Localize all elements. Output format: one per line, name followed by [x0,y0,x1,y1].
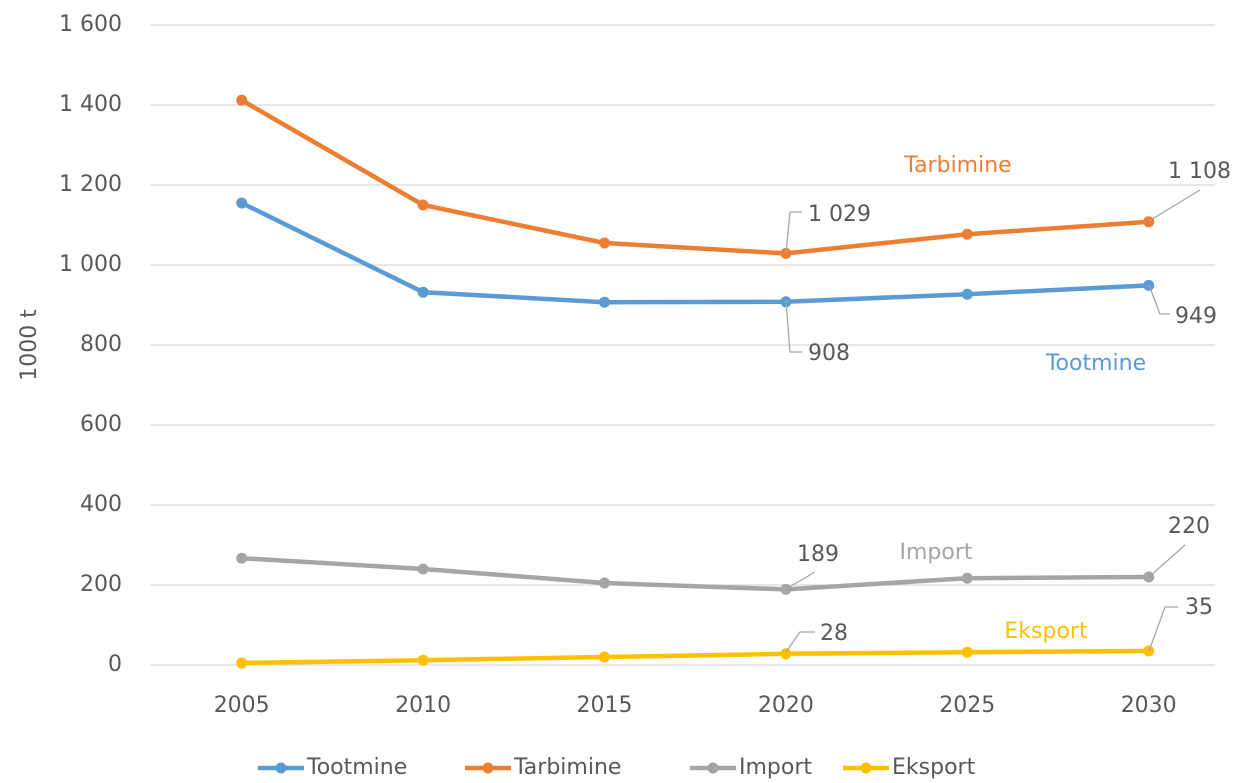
series-line [240,200,1149,305]
data-point [599,577,610,589]
y-tick-label: 1 600 [59,12,122,37]
data-point [1143,645,1155,657]
data-point [780,648,792,660]
y-tick-label: 200 [80,572,122,597]
legend-marker [860,762,872,774]
leader-line [785,571,816,590]
leader-line [1148,189,1201,222]
data-label: 189 [797,542,839,567]
series-label: Tootmine [1045,351,1146,376]
data-label: 220 [1168,514,1210,539]
leader-line [785,631,815,653]
y-tick-label: 800 [80,332,122,357]
data-point [599,296,610,308]
data-point [417,199,429,211]
data-point [1143,216,1155,228]
y-axis-title: 1000 t [17,309,42,381]
series-label: Tarbimine [903,153,1011,178]
data-point [417,286,429,298]
data-point [236,552,248,564]
leader-line [1148,606,1178,652]
data-point [961,288,973,300]
data-point [417,563,429,575]
legend-label: Eksport [892,755,976,780]
data-label: 949 [1175,304,1217,329]
x-tick-label: 2015 [577,693,633,718]
legend-marker [482,762,494,774]
x-tick-label: 2005 [214,693,270,718]
data-point [961,228,973,240]
data-label: 1 029 [808,202,871,227]
leader-line [785,300,802,353]
data-label: 908 [808,341,850,366]
series-line [241,648,1149,666]
data-point [961,646,973,658]
data-point [599,237,610,249]
legend-marker [275,762,287,774]
data-point [780,247,792,259]
x-tick-label: 2030 [1121,693,1177,718]
series-line [241,555,1149,592]
data-point [236,197,248,209]
data-point [780,583,792,595]
y-tick-label: 400 [80,492,122,517]
data-label: 35 [1185,595,1213,620]
y-tick-label: 0 [108,652,122,677]
data-label: 28 [820,621,848,646]
leader-line [1148,544,1186,578]
x-tick-label: 2010 [395,693,451,718]
data-point [236,94,248,106]
series-line [240,98,1149,256]
legend-label: Tarbimine [513,755,621,780]
series-label: Import [899,540,972,565]
data-label: 1 108 [1168,159,1231,184]
x-tick-label: 2020 [758,693,814,718]
data-point [961,572,973,584]
legend-label: Import [739,755,812,780]
y-tick-label: 600 [80,412,122,437]
data-point [236,657,248,669]
legend-label: Tootmine [306,755,407,780]
y-tick-label: 1 200 [59,172,122,197]
leader-line [1148,284,1170,315]
legend-marker [707,762,719,774]
data-point [417,654,429,666]
y-tick-label: 1 400 [59,92,122,117]
leader-line [785,211,802,254]
data-point [599,651,610,663]
series-label: Eksport [1004,619,1088,644]
y-tick-label: 1 000 [59,252,122,277]
x-tick-label: 2025 [939,693,995,718]
